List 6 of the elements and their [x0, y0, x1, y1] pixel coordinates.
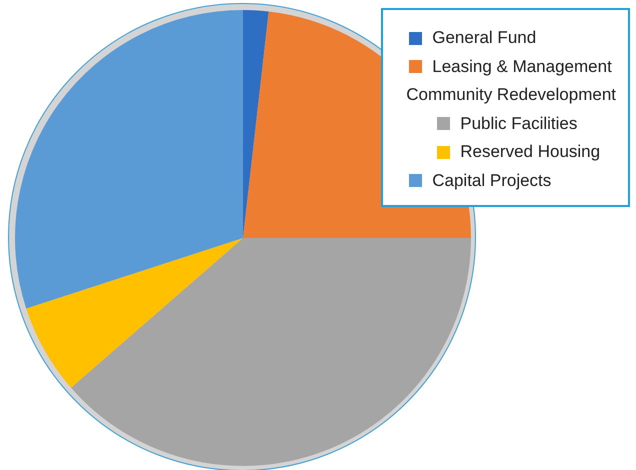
legend-label: Capital Projects [432, 170, 552, 192]
legend-label: Reserved Housing [460, 141, 600, 163]
legend-label: Public Facilities [460, 112, 578, 134]
legend-label: General Fund [432, 27, 536, 49]
legend-label: Leasing & Management [432, 56, 612, 78]
legend-title: Community Redevelopment [406, 84, 616, 106]
